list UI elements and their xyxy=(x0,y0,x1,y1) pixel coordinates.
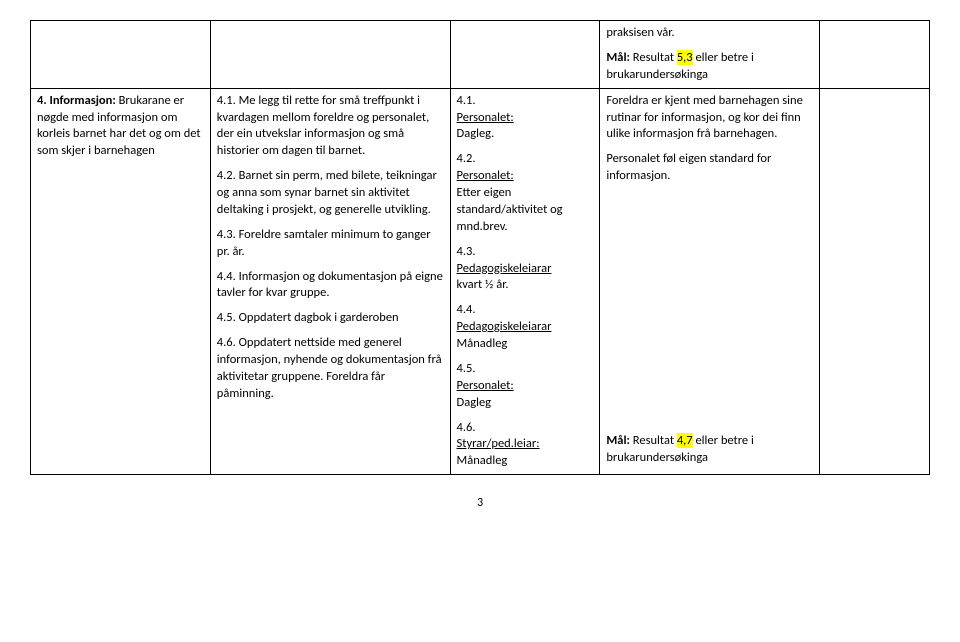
frequency: Dagleg xyxy=(457,395,492,410)
text: 4.6. Oppdatert nettside med generel info… xyxy=(217,335,444,403)
frequency: Månadleg xyxy=(457,453,508,468)
schedule-item: 4.4. Pedagogiskeleiarar Månadleg xyxy=(457,302,594,353)
text: Personalet føl eigen standard for inform… xyxy=(606,151,813,185)
cell-row2-col4: Foreldra er kjent med barnehagen sine ru… xyxy=(600,88,820,475)
role-label: Pedagogiskeleiarar xyxy=(457,319,552,334)
highlighted-value: 5,3 xyxy=(677,50,693,65)
text: 4.2. Barnet sin perm, med bilete, teikni… xyxy=(217,168,444,219)
text: 4.1. Me legg til rette for små treffpunk… xyxy=(217,93,444,161)
document-table: praksisen vår. Mål: Resultat 5,3 eller b… xyxy=(30,20,930,475)
role-label: Personalet: xyxy=(457,378,514,393)
cell-empty xyxy=(820,88,930,475)
schedule-item: 4.1. Personalet: Dagleg. xyxy=(457,93,594,144)
cell-row2-col3: 4.1. Personalet: Dagleg. 4.2. Personalet… xyxy=(450,88,600,475)
frequency: kvart ½ år. xyxy=(457,277,509,292)
goal-text: Mål: Resultat 5,3 eller betre i brukarun… xyxy=(606,50,813,84)
role-label: Pedagogiskeleiarar xyxy=(457,261,552,276)
role-label: Personalet: xyxy=(457,168,514,183)
role-label: Personalet: xyxy=(457,110,514,125)
cell-row2-col2: 4.1. Me legg til rette for små treffpunk… xyxy=(210,88,450,475)
text: 4.5. Oppdatert dagbok i garderoben xyxy=(217,310,444,327)
item-number: 4.2. xyxy=(457,151,476,166)
text: Resultat xyxy=(630,433,677,448)
frequency: Etter eigen standard/aktivitet og mnd.br… xyxy=(457,185,563,234)
highlighted-value: 4,7 xyxy=(677,433,693,448)
schedule-item: 4.2. Personalet: Etter eigen standard/ak… xyxy=(457,151,594,235)
frequency: Dagleg. xyxy=(457,126,495,141)
cell-empty xyxy=(31,21,211,89)
cell-empty xyxy=(820,21,930,89)
role-label: Styrar/ped.leiar: xyxy=(457,436,540,451)
text: Resultat xyxy=(630,50,677,65)
item-number: 4.3. xyxy=(457,244,476,259)
schedule-item: 4.5. Personalet: Dagleg xyxy=(457,361,594,412)
item-number: 4.6. xyxy=(457,420,476,435)
item-number: 4.1. xyxy=(457,93,476,108)
goal-text: Mål: Resultat 4,7 eller betre i brukarun… xyxy=(606,433,813,467)
spacer xyxy=(606,193,813,433)
text: 4.4. Informasjon og dokumentasjon på eig… xyxy=(217,269,444,303)
goal-prefix: Mål: xyxy=(606,50,630,65)
section-heading: 4. Informasjon: Brukarane er nøgde med i… xyxy=(37,93,204,161)
item-number: 4.4. xyxy=(457,302,476,317)
page-number: 3 xyxy=(30,495,930,511)
schedule-item: 4.3. Pedagogiskeleiarar kvart ½ år. xyxy=(457,244,594,295)
text: praksisen vår. xyxy=(606,25,813,42)
frequency: Månadleg xyxy=(457,336,508,351)
table-row: praksisen vår. Mål: Resultat 5,3 eller b… xyxy=(31,21,930,89)
heading-number: 4. Informasjon: xyxy=(37,93,116,108)
text: Foreldra er kjent med barnehagen sine ru… xyxy=(606,93,813,144)
cell-row1-col4: praksisen vår. Mål: Resultat 5,3 eller b… xyxy=(600,21,820,89)
cell-row2-col1: 4. Informasjon: Brukarane er nøgde med i… xyxy=(31,88,211,475)
cell-empty xyxy=(210,21,450,89)
cell-empty xyxy=(450,21,600,89)
table-row: 4. Informasjon: Brukarane er nøgde med i… xyxy=(31,88,930,475)
schedule-item: 4.6. Styrar/ped.leiar: Månadleg xyxy=(457,420,594,471)
text: 4.3. Foreldre samtaler minimum to ganger… xyxy=(217,227,444,261)
goal-prefix: Mål: xyxy=(606,433,630,448)
item-number: 4.5. xyxy=(457,361,476,376)
